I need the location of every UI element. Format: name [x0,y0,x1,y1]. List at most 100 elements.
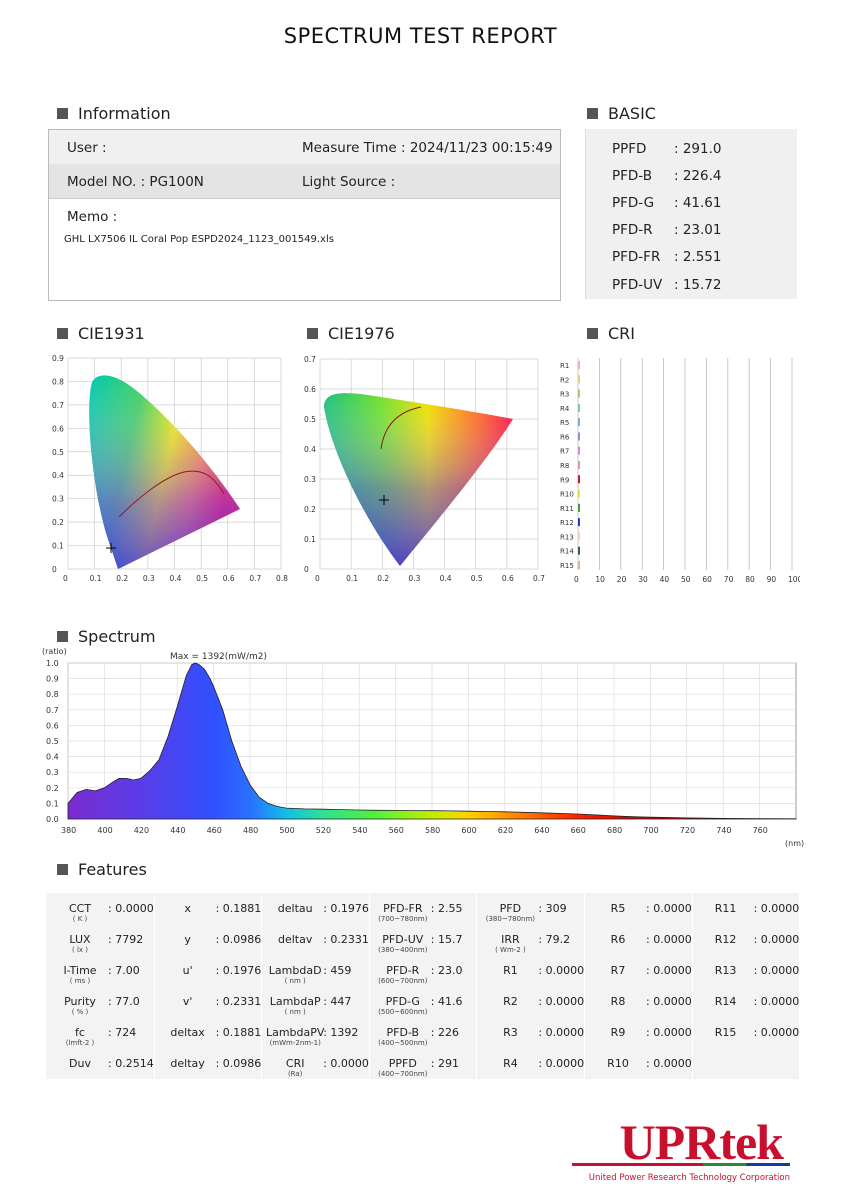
feature-label: PFD-UV [382,933,424,946]
bullet-square-icon [307,328,318,339]
feature-value: : 0.2331 [215,995,262,1008]
feature-value: : 2.55 [430,902,463,915]
x-tick-label: 0.3 [408,574,420,583]
x-tick-label: 0.6 [223,574,235,583]
x-tick-label: 520 [316,826,331,835]
feature-label: LambdaPV [265,1026,325,1039]
basic-row-pfd-b: PFD-B: 226.4 [612,168,722,184]
x-tick-label: 740 [716,826,731,835]
feature-cell: R8: 0.0000 [584,986,692,1017]
feature-unit: ( ms ) [69,977,91,985]
feature-cell [692,1048,800,1079]
feature-value: : 447 [323,995,352,1008]
column-divider [368,893,370,1079]
y-tick-label: 0.3 [304,475,316,484]
spectrum-area [67,662,797,820]
y-tick-label: 0.6 [304,385,316,394]
feature-label: Purity [64,995,96,1008]
basic-row-pfd-r: PFD-R: 23.01 [612,222,722,238]
feature-unit: ( Wm-2 ) [495,946,526,954]
feature-cell: R1: 0.0000 [476,955,584,986]
x-tick-label: 0.6 [502,574,514,583]
x-tick-label: 700 [643,826,658,835]
feature-label: R11 [714,902,737,915]
cri-label: R10 [560,491,574,499]
feature-cell: R5: 0.0000 [584,893,692,924]
basic-value: : 2.551 [674,249,722,265]
feature-label: LUX [69,933,91,946]
y-tick-label: 0.1 [52,542,64,551]
x-tick-label: 70 [724,575,734,584]
y-tick-label: 0.5 [46,737,59,746]
y-tick-label: 0.7 [52,401,64,410]
feature-value: : 0.0000 [646,1026,692,1039]
feature-cell: deltau: 0.1976 [261,893,369,924]
cri-bars [578,361,580,569]
cie1931-point-marker [106,543,116,553]
y-tick-label: 0.3 [46,768,59,777]
feature-label: LambdaP [269,995,321,1008]
feature-label: R15 [714,1026,737,1039]
feature-cell: R10: 0.0000 [584,1048,692,1079]
feature-value: : 0.2331 [323,933,369,946]
feature-label: CRI [285,1057,305,1070]
model-no: Model NO. : PG100N [67,174,204,190]
feature-value: : 15.7 [430,933,463,946]
report-title: SPECTRUM TEST REPORT [283,24,558,48]
y-tick-label: 0 [52,565,57,574]
feature-cell: PFD-G (500~600nm): 41.6 [369,986,477,1017]
cri-bar [578,432,580,441]
cri-label: R12 [560,519,574,527]
basic-heading-label: BASIC [608,104,656,123]
feature-label: IRR [501,933,520,946]
y-tick-label: 0.1 [304,535,316,544]
basic-panel: PPFD: 291.0 PFD-B: 226.4 PFD-G: 41.61 PF… [585,129,797,299]
feature-label: v' [182,995,193,1008]
x-tick-label: 0.7 [249,574,261,583]
feature-label: R6 [610,933,626,946]
features-heading: Features [57,860,147,879]
information-panel: User : Measure Time : 2024/11/23 00:15:4… [48,129,561,301]
x-tick-label: 640 [534,826,549,835]
x-tick-label: 400 [97,826,112,835]
feature-label: R7 [610,964,626,977]
feature-label: Duv [69,1057,91,1070]
column-divider [153,893,155,1079]
feature-value: : 0.0000 [646,933,692,946]
feature-value: : 226 [430,1026,459,1039]
x-tick-label: 760 [753,826,768,835]
feature-label: deltax [170,1026,205,1039]
feature-value: : 0.0000 [538,1026,585,1039]
information-heading: Information [57,104,171,123]
y-tick-label: 0.6 [46,721,59,730]
feature-cell: deltav: 0.2331 [261,924,369,955]
feature-label: R13 [714,964,737,977]
feature-unit: (600~700nm) [378,977,428,985]
feature-label: x [184,902,191,915]
feature-value: : 0.1976 [215,964,262,977]
memo-label: Memo : [67,209,118,225]
basic-value: : 291.0 [674,141,722,157]
y-tick-label: 0 [304,565,309,574]
x-tick-label: 0.4 [170,574,182,583]
cri-bar [578,461,580,469]
basic-label: PFD-B [612,168,652,184]
feature-value: : 0.0000 [753,1026,800,1039]
cri-label: R13 [560,533,574,541]
feature-cell: PFD-R (600~700nm): 23.0 [369,955,477,986]
cri-heading: CRI [587,324,635,343]
cri-bar [578,361,580,369]
measure-time: Measure Time : 2024/11/23 00:15:49 [302,140,553,156]
cri-bar [578,375,580,384]
logo-stripe [572,1163,790,1166]
feature-cell: PFD-B (400~500nm): 226 [369,1017,477,1048]
feature-value: : 41.6 [430,995,463,1008]
feature-unit: ( % ) [71,1008,89,1016]
feature-value: : 0.0986 [215,1057,262,1070]
feature-cell: deltax: 0.1881 [154,1017,261,1048]
feature-unit: (400~700nm) [378,1070,428,1078]
feature-cell: R4: 0.0000 [476,1048,584,1079]
x-tick-label: 720 [680,826,695,835]
feature-cell: R3: 0.0000 [476,1017,584,1048]
